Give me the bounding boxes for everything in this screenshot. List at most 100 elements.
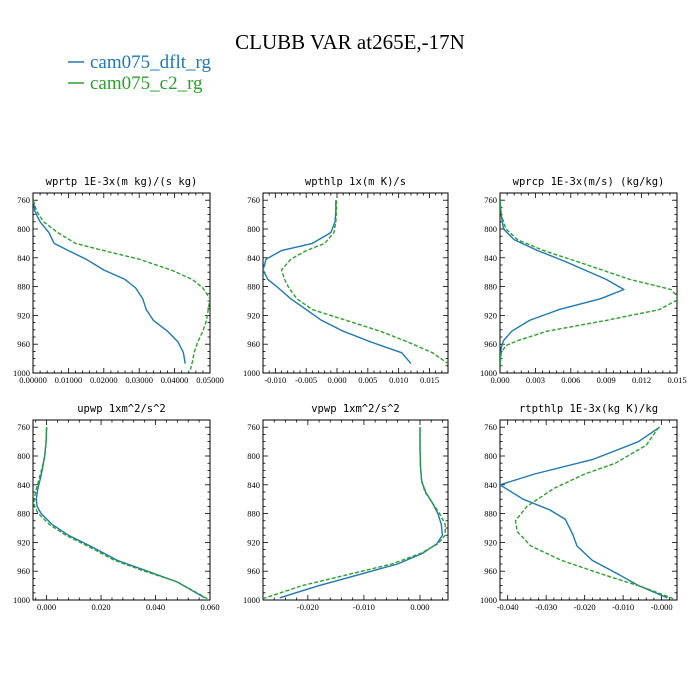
x-tick-label: 0.010 [389, 375, 408, 385]
y-tick-label: 880 [484, 282, 497, 292]
y-tick-label: 880 [484, 509, 497, 519]
x-tick-label: 0.01000 [55, 375, 83, 385]
panel-title: upwp 1xm^2/s^2 [77, 403, 166, 415]
y-tick-label: 840 [17, 480, 30, 490]
x-tick-label: -0.020 [297, 602, 319, 612]
x-tick-label: -0.020 [574, 602, 596, 612]
y-tick-label: 760 [17, 195, 30, 205]
y-tick-label: 800 [247, 224, 260, 234]
x-tick-label: 0.005 [358, 375, 377, 385]
series-line-dflt [263, 200, 412, 365]
y-tick-label: 960 [484, 566, 497, 576]
y-tick-label: 1000 [243, 368, 260, 378]
x-tick-label: 0.00000 [19, 375, 47, 385]
series-line-c2 [33, 427, 208, 600]
plot-frame [262, 192, 449, 374]
plot-frame [499, 419, 678, 601]
plot-frame [32, 192, 211, 374]
x-tick-label: 0.003 [526, 375, 545, 385]
panel-5: vpwp 1xm^2/s^2 760 800 840 880 920 960 1000 -0.0… [243, 403, 449, 612]
x-tick-label: -0.040 [497, 602, 519, 612]
y-tick-label: 760 [484, 195, 497, 205]
y-tick-label: 840 [484, 253, 497, 263]
panel-title: wpthlp 1x(m K)/s [305, 176, 406, 188]
x-tick-label: 0.012 [632, 375, 651, 385]
y-tick-label: 960 [17, 566, 30, 576]
x-tick-label: 0.015 [667, 375, 686, 385]
x-tick-label: 0.04000 [161, 375, 189, 385]
y-tick-label: 760 [247, 422, 260, 432]
panel-title: wprtp 1E-3x(m kg)/(s kg) [46, 176, 198, 188]
x-tick-label: 0.006 [561, 375, 580, 385]
series-line-c2 [263, 427, 446, 600]
y-tick-label: 800 [247, 451, 260, 461]
panel-2: wpthlp 1x(m K)/s 760 800 840 880 920 960 1000 -0… [243, 176, 449, 385]
y-tick-label: 880 [17, 282, 30, 292]
x-tick-label: 0.000 [490, 375, 509, 385]
figure-title: CLUBB VAR at265E,-17N [235, 30, 465, 54]
y-tick-label: 920 [247, 537, 260, 547]
panel-4: upwp 1xm^2/s^2 760 800 840 880 920 960 1000 0.00… [13, 403, 220, 612]
y-tick-label: 920 [17, 537, 30, 547]
series-line-dflt [500, 200, 625, 366]
panel-1: wprtp 1E-3x(m kg)/(s kg) 760 800 840 880 920 9… [13, 176, 224, 385]
series-line-c2 [33, 200, 210, 370]
series-line-c2 [514, 426, 674, 600]
y-tick-label: 1000 [480, 368, 497, 378]
y-tick-label: 960 [247, 566, 260, 576]
x-tick-label: 0.015 [420, 375, 439, 385]
y-tick-label: 920 [484, 310, 497, 320]
panel-title: rtpthlp 1E-3x(kg K)/kg [519, 403, 658, 415]
y-tick-label: 1000 [13, 368, 30, 378]
x-tick-label: 0.000 [327, 375, 346, 385]
x-tick-label: 0.060 [200, 602, 219, 612]
x-tick-label: 0.020 [92, 602, 111, 612]
x-tick-label: 0.05000 [196, 375, 224, 385]
series-line-dflt [500, 426, 668, 599]
plot-frame [32, 419, 211, 601]
y-tick-label: 1000 [480, 595, 497, 605]
x-tick-label: 0.02000 [90, 375, 118, 385]
x-tick-label: 0.000 [410, 602, 429, 612]
y-tick-label: 800 [484, 451, 497, 461]
legend: cam075_dflt_rg cam075_c2_rg [68, 52, 212, 94]
legend-label-c2: cam075_c2_rg [90, 73, 203, 94]
plot-frame [262, 419, 449, 601]
x-tick-label: -0.010 [264, 375, 286, 385]
series-line-dflt [35, 427, 205, 599]
y-tick-label: 880 [17, 509, 30, 519]
series-line-c2 [500, 200, 677, 366]
y-tick-label: 1000 [243, 595, 260, 605]
x-tick-label: 0.040 [146, 602, 165, 612]
panel-title: vpwp 1xm^2/s^2 [311, 403, 400, 415]
y-tick-label: 960 [247, 339, 260, 349]
series-line-dflt [279, 427, 444, 599]
y-tick-label: 840 [17, 253, 30, 263]
y-tick-label: 840 [247, 253, 260, 263]
x-tick-label: -0.010 [612, 602, 634, 612]
y-tick-label: 800 [484, 224, 497, 234]
y-tick-label: 960 [484, 339, 497, 349]
y-tick-label: 920 [484, 537, 497, 547]
y-tick-label: 880 [247, 509, 260, 519]
y-tick-label: 800 [17, 224, 30, 234]
x-tick-label: -0.010 [353, 602, 375, 612]
y-tick-label: 920 [247, 310, 260, 320]
plot-frame [499, 192, 678, 374]
legend-label-dflt: cam075_dflt_rg [90, 52, 212, 73]
y-tick-label: 800 [17, 451, 30, 461]
y-tick-label: 760 [484, 422, 497, 432]
y-tick-label: 760 [247, 195, 260, 205]
series-line-c2 [280, 200, 448, 365]
x-tick-label: -0.030 [535, 602, 557, 612]
panel-title: wprcp 1E-3x(m/s) (kg/kg) [513, 176, 665, 188]
x-tick-label: -0.005 [295, 375, 317, 385]
x-tick-label: 0.009 [597, 375, 616, 385]
y-tick-label: 920 [17, 310, 30, 320]
panel-3: wprcp 1E-3x(m/s) (kg/kg) 760 800 840 880 920 9… [480, 176, 687, 385]
y-tick-label: 960 [17, 339, 30, 349]
y-tick-label: 760 [17, 422, 30, 432]
x-tick-label: 0.03000 [125, 375, 153, 385]
panel-6: rtpthlp 1E-3x(kg K)/kg 760 800 840 880 920 960… [480, 403, 678, 612]
